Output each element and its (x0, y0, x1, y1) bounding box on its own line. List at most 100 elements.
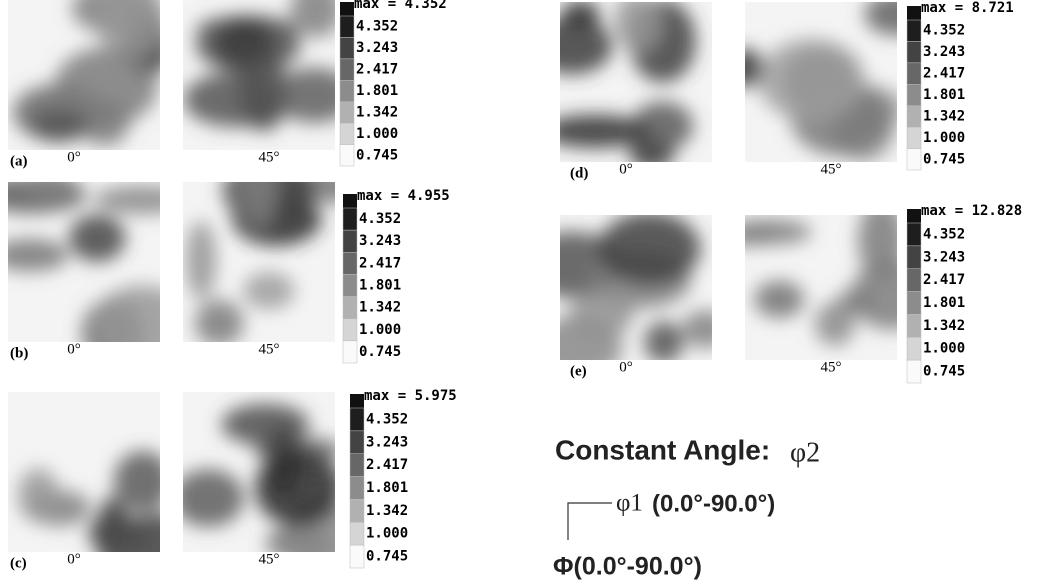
blob (239, 52, 289, 132)
max-label: max = 8.721 (921, 0, 1014, 16)
panel-label: (e) (570, 363, 587, 379)
colorbar-top (343, 194, 357, 208)
odf-map (8, 182, 160, 342)
colorbar-segment (906, 126, 922, 149)
colorbar-segment (342, 207, 358, 231)
level-label: 3.243 (923, 249, 965, 265)
level-label: 1.342 (923, 108, 965, 124)
blob (113, 450, 160, 513)
colorbar-segment (906, 105, 922, 128)
colorbar-segment (906, 41, 922, 64)
panel-label: (b) (10, 345, 28, 361)
max-label: max = 5.975 (364, 388, 457, 404)
level-label: 0.745 (356, 147, 398, 163)
colorbar-segment (906, 314, 922, 338)
angle-label: 45° (259, 341, 280, 357)
colorbar-segment (349, 544, 365, 569)
blobs (185, 182, 335, 342)
level-label: 1.000 (356, 126, 398, 142)
blob (183, 469, 245, 527)
blob (54, 47, 158, 126)
level-label: 1.342 (366, 503, 408, 519)
colorbar-top (350, 394, 364, 408)
blobs (17, 450, 160, 552)
colorbar-segment (349, 499, 365, 523)
blob (185, 220, 217, 300)
level-label: 1.801 (923, 87, 965, 103)
level-label: 1.801 (923, 295, 965, 311)
level-label: 3.243 (923, 44, 965, 60)
angle-label: 0° (67, 341, 81, 357)
colorbar-top (907, 209, 921, 223)
odf-map (560, 215, 712, 360)
odf-map (8, 0, 160, 150)
blob (239, 182, 279, 227)
odf-map (183, 0, 335, 150)
blob (194, 299, 244, 342)
blob (644, 320, 684, 360)
blob (598, 215, 701, 286)
level-label: 1.000 (923, 130, 965, 146)
level-label: 1.000 (923, 341, 965, 357)
colorbar-segment (349, 430, 365, 454)
angle-label: 0° (67, 551, 81, 567)
panel-label: (a) (10, 153, 28, 169)
colorbar-segment (906, 359, 922, 384)
odf-map (8, 392, 160, 552)
blob (93, 185, 160, 215)
colorbar-segment (339, 15, 355, 38)
colorbar-segment (342, 252, 358, 275)
colorbar-segment (339, 122, 355, 145)
level-label: 3.243 (359, 233, 401, 249)
max-label: max = 4.955 (357, 188, 450, 204)
colorbar-segment (349, 476, 365, 500)
colorbar-segment (349, 522, 365, 546)
blob (68, 214, 126, 262)
blob (864, 2, 897, 36)
blob (814, 301, 856, 346)
level-label: 0.745 (923, 151, 965, 167)
angle-label: 0° (619, 161, 633, 177)
blob (24, 182, 75, 198)
Phi-range: Φ(0.0°-90.0°) (553, 553, 702, 581)
axis-bracket (567, 502, 612, 540)
colorbar-segment (339, 58, 355, 81)
level-label: 4.352 (366, 411, 408, 427)
colorbar-segment (339, 144, 355, 167)
level-label: 4.352 (923, 226, 965, 242)
blob (243, 272, 295, 310)
level-label: 3.243 (356, 40, 398, 56)
level-label: 1.342 (359, 300, 401, 316)
blob (681, 309, 712, 349)
blobs (560, 2, 696, 162)
blob (745, 219, 812, 245)
colorbar-top (907, 6, 921, 20)
blob (273, 67, 335, 123)
level-label: 1.000 (366, 526, 408, 542)
blob (92, 285, 160, 342)
blob (560, 16, 613, 75)
odf-map (560, 2, 712, 162)
angle-label: 0° (619, 359, 633, 375)
colorbar-segment (906, 268, 922, 292)
level-label: 3.243 (366, 434, 408, 450)
odf-map (183, 392, 335, 552)
angle-label: 0° (67, 149, 81, 165)
level-label: 4.352 (356, 19, 398, 35)
colorbar-segment (906, 222, 922, 247)
blob (758, 38, 865, 122)
odf-map (745, 215, 897, 360)
blob (754, 280, 805, 318)
colorbar-segment (906, 337, 922, 361)
max-label: max = 12.828 (921, 203, 1022, 219)
max-label: max = 4.352 (354, 0, 447, 12)
level-label: 2.417 (366, 457, 408, 473)
level-label: 1.000 (359, 322, 401, 338)
colorbar-segment (349, 407, 365, 432)
colorbar-segment (342, 229, 358, 253)
colorbar-segment (342, 274, 358, 297)
phi1-symbol: φ1 (616, 490, 643, 517)
level-label: 2.417 (923, 272, 965, 288)
colorbar-top (340, 2, 354, 16)
